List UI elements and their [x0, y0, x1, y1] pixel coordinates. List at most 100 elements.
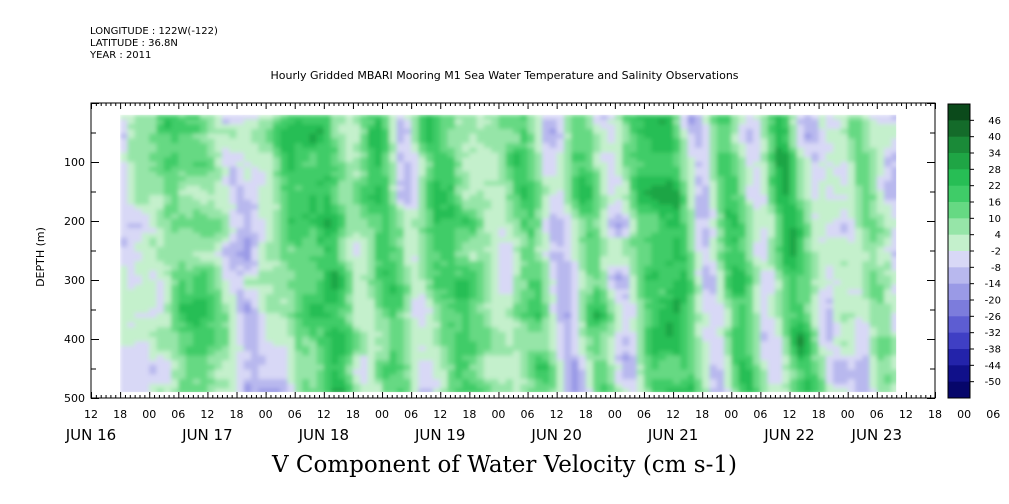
field-cell	[658, 185, 667, 191]
field-cell	[323, 223, 332, 229]
field-cell	[680, 228, 689, 234]
field-cell	[629, 355, 638, 361]
field-cell	[331, 379, 339, 385]
field-cell	[505, 308, 514, 314]
field-cell	[272, 336, 281, 342]
field-cell	[396, 180, 405, 187]
field-cell	[403, 246, 412, 253]
field-cell	[200, 289, 209, 295]
field-cell	[534, 322, 543, 328]
field-cell	[534, 138, 543, 144]
field-cell	[673, 119, 681, 125]
field-cell	[498, 251, 507, 257]
field-cell	[432, 256, 441, 262]
field-cell	[120, 213, 128, 220]
field-cell	[352, 223, 361, 229]
field-cell	[294, 256, 303, 262]
field-cell	[505, 280, 514, 286]
field-cell	[593, 379, 601, 385]
field-cell	[425, 228, 434, 234]
field-cell	[432, 350, 441, 357]
field-cell	[651, 261, 660, 267]
field-cell	[134, 190, 143, 196]
field-cell	[607, 114, 616, 121]
field-cell	[316, 199, 325, 206]
field-cell	[527, 313, 536, 319]
field-cell	[258, 341, 267, 347]
field-cell	[214, 298, 223, 305]
field-cell	[302, 388, 310, 394]
field-cell	[309, 313, 318, 319]
field-cell	[345, 147, 354, 154]
field-cell	[287, 383, 296, 390]
field-cell	[265, 218, 274, 224]
field-cell	[498, 256, 507, 262]
field-cell	[636, 246, 645, 253]
field-cell	[229, 195, 238, 201]
field-cell	[272, 185, 281, 191]
field-cell	[680, 209, 689, 215]
field-cell	[643, 180, 652, 187]
field-cell	[563, 261, 572, 267]
field-cell	[171, 251, 179, 257]
field-cell	[374, 171, 383, 177]
field-cell	[316, 246, 325, 253]
field-cell	[309, 237, 318, 243]
field-cell	[323, 114, 332, 121]
field-cell	[658, 275, 667, 281]
field-cell	[163, 284, 172, 291]
field-cell	[665, 152, 674, 158]
field-cell	[236, 313, 245, 319]
field-cell	[229, 327, 238, 333]
field-cell	[680, 162, 689, 168]
field-cell	[716, 152, 725, 158]
field-cell	[258, 379, 267, 385]
field-cell	[513, 284, 521, 291]
field-cell	[520, 157, 529, 163]
field-cell	[236, 176, 245, 182]
field-cell	[680, 147, 689, 154]
field-cell	[622, 133, 631, 139]
field-cell	[207, 275, 216, 281]
field-cell	[513, 185, 521, 191]
field-cell	[163, 209, 172, 215]
field-cell	[600, 289, 609, 295]
field-cell	[476, 180, 485, 187]
field-cell	[192, 124, 201, 130]
field-cell	[724, 204, 732, 210]
field-cell	[476, 350, 485, 357]
field-cell	[221, 143, 230, 149]
field-cell	[614, 383, 623, 390]
field-cell	[280, 138, 289, 144]
field-cell	[694, 303, 703, 309]
field-cell	[694, 369, 703, 375]
field-cell	[331, 114, 339, 121]
field-cell	[440, 284, 449, 291]
field-cell	[687, 228, 696, 234]
field-cell	[469, 317, 478, 324]
field-cell	[221, 199, 230, 206]
field-cell	[491, 199, 500, 206]
field-cell	[265, 147, 274, 154]
field-cell	[236, 180, 245, 187]
field-cell	[149, 218, 158, 224]
field-cell	[440, 199, 449, 206]
field-cell	[491, 303, 500, 309]
field-cell	[673, 355, 681, 361]
field-cell	[272, 138, 281, 144]
field-cell	[287, 331, 296, 338]
field-cell	[651, 223, 660, 229]
field-cell	[716, 275, 725, 281]
field-cell	[338, 209, 347, 215]
field-cell	[389, 204, 398, 210]
field-cell	[338, 195, 347, 201]
field-cell	[462, 185, 470, 191]
field-cell	[418, 114, 427, 121]
field-cell	[141, 157, 150, 163]
field-cell	[571, 327, 580, 333]
field-cell	[520, 209, 529, 215]
field-cell	[221, 218, 230, 224]
field-cell	[680, 308, 689, 314]
field-cell	[243, 317, 252, 324]
field-cell	[476, 251, 485, 257]
